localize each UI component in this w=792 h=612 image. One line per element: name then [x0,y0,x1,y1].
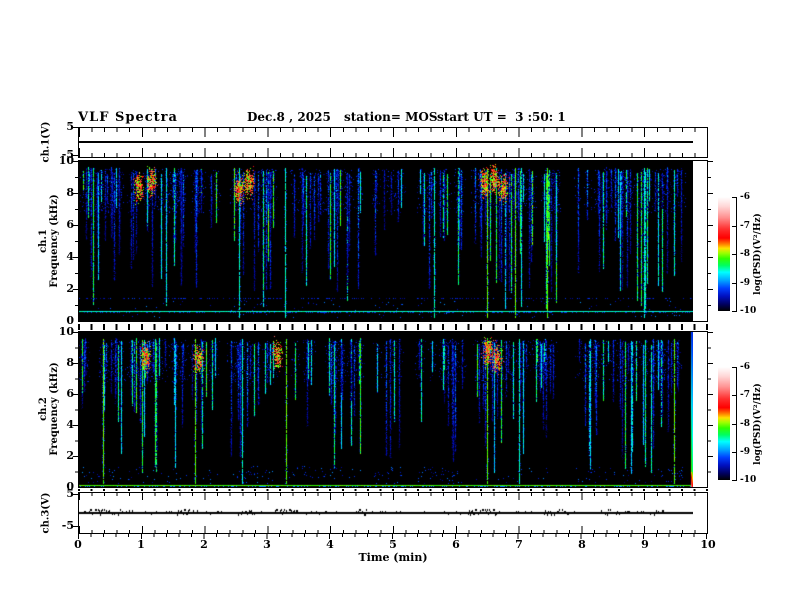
time-tick-label: 9 [641,538,649,551]
freq-tick-label: 10 [58,154,74,167]
colorbar-title: log(PSD)(V²/Hz) [753,213,763,295]
ch1-frequency-axis-label: ch.1 Frequency (kHz) [38,194,60,287]
time-tick-label: 10 [700,538,716,551]
time-tick-label: 4 [326,538,334,551]
ch3-voltage-panel [78,492,708,534]
colorbar-tick-label: -6 [740,362,750,372]
colorbar-tick-label: -7 [740,390,750,400]
voltage-tick-label: -5 [61,148,74,161]
colorbar-tick-label: -6 [740,192,750,202]
colorbar-tick [732,311,737,312]
freq-tick-label: 8 [66,186,74,199]
colorbar-ch1 [718,197,730,311]
freq-tick-label: 2 [66,282,74,295]
time-ticks-top [79,128,707,137]
freq-tick-label: 0 [66,480,74,493]
freq-tick-label: 6 [66,387,74,400]
time-tick-label: 7 [515,538,523,551]
colorbar-tick-label: -7 [740,221,750,231]
colorbar-tick [732,254,737,255]
date-label: Dec.8 , 2025 [247,110,331,124]
inter-panel-time-ticks [78,324,708,330]
freq-tick-label: 2 [66,449,74,462]
freq-ticks-right [708,161,713,321]
ch3-voltage-axis-label: ch.3(V) [40,492,52,534]
start-ut-label: start UT = 3 :50: 1 [437,110,566,124]
channel-label: ch.2 [38,397,49,421]
freq-tick-label: 0 [66,314,74,327]
colorbar-ch2 [718,367,730,480]
freq-ticks-left [73,161,78,321]
colorbar-tick-label: -8 [740,419,750,429]
inter-panel-time-ticks [78,489,708,491]
y-tick-stub [73,155,78,156]
time-tick-label: 5 [389,538,397,551]
freq-tick-label: 4 [66,250,74,263]
x-axis-title: Time (min) [358,551,428,564]
time-tick-label: 1 [137,538,145,551]
x-axis-ticks [78,534,708,539]
colorbar-tick [732,480,737,481]
colorbar-tick-label: -8 [740,249,750,259]
ch2-spectrogram-panel [73,331,713,488]
station-label: station= MOS [344,110,438,124]
freq-ticks-left [73,332,78,487]
colorbar-tick [732,395,737,396]
time-tick-label: 2 [200,538,208,551]
ch1-spectrogram-canvas [79,161,693,321]
colorbar-tick [732,283,737,284]
colorbar-tick [732,226,737,227]
colorbar-tick [732,367,737,368]
colorbar-title: log(PSD)(V²/Hz) [753,383,763,465]
time-ticks-bottom [79,148,707,157]
colorbar-tick-label: -10 [740,475,757,485]
colorbar-tick [732,197,737,198]
ch1-zero-line [79,141,693,143]
voltage-tick-label: -5 [61,519,74,532]
colorbar-tick-label: -10 [740,306,757,316]
y-tick-stub [73,526,78,527]
colorbar-tick [732,452,737,453]
freq-tick-label: 8 [66,356,74,369]
time-tick-label: 8 [578,538,586,551]
figure-title: VLF Spectra [78,110,178,125]
colorbar-tick-label: -9 [740,278,750,288]
time-tick-label: 6 [452,538,460,551]
time-tick-label: 0 [74,538,82,551]
y-tick-stub [73,127,78,128]
ch1-spectrogram-panel [73,160,713,322]
colorbar-tick-label: -9 [740,447,750,457]
ch3-waveform-canvas [79,493,693,533]
channel-label: ch.1 [38,229,49,253]
voltage-tick-label: 5 [66,487,74,500]
time-tick-label: 3 [263,538,271,551]
frequency-label: Frequency (kHz) [49,194,60,288]
freq-ticks-right [708,332,713,487]
frequency-label: Frequency (kHz) [49,362,60,456]
voltage-tick-label: 5 [66,120,74,133]
freq-tick-label: 4 [66,418,74,431]
ch2-spectrogram-canvas [79,332,693,487]
ch2-frequency-axis-label: ch.2 Frequency (kHz) [38,362,60,455]
y-tick-stub [73,494,78,495]
ch1-voltage-panel [78,127,708,158]
freq-tick-label: 6 [66,218,74,231]
colorbar-tick [732,424,737,425]
freq-tick-label: 10 [58,325,74,338]
